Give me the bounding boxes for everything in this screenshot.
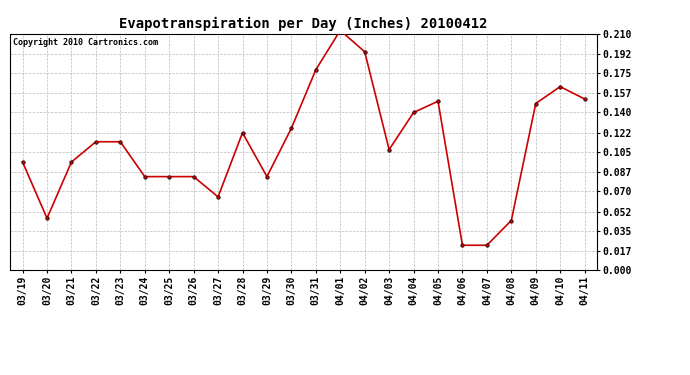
Text: Evapotranspiration per Day (Inches) 20100412: Evapotranspiration per Day (Inches) 2010… (119, 17, 488, 31)
Text: Copyright 2010 Cartronics.com: Copyright 2010 Cartronics.com (13, 39, 158, 48)
